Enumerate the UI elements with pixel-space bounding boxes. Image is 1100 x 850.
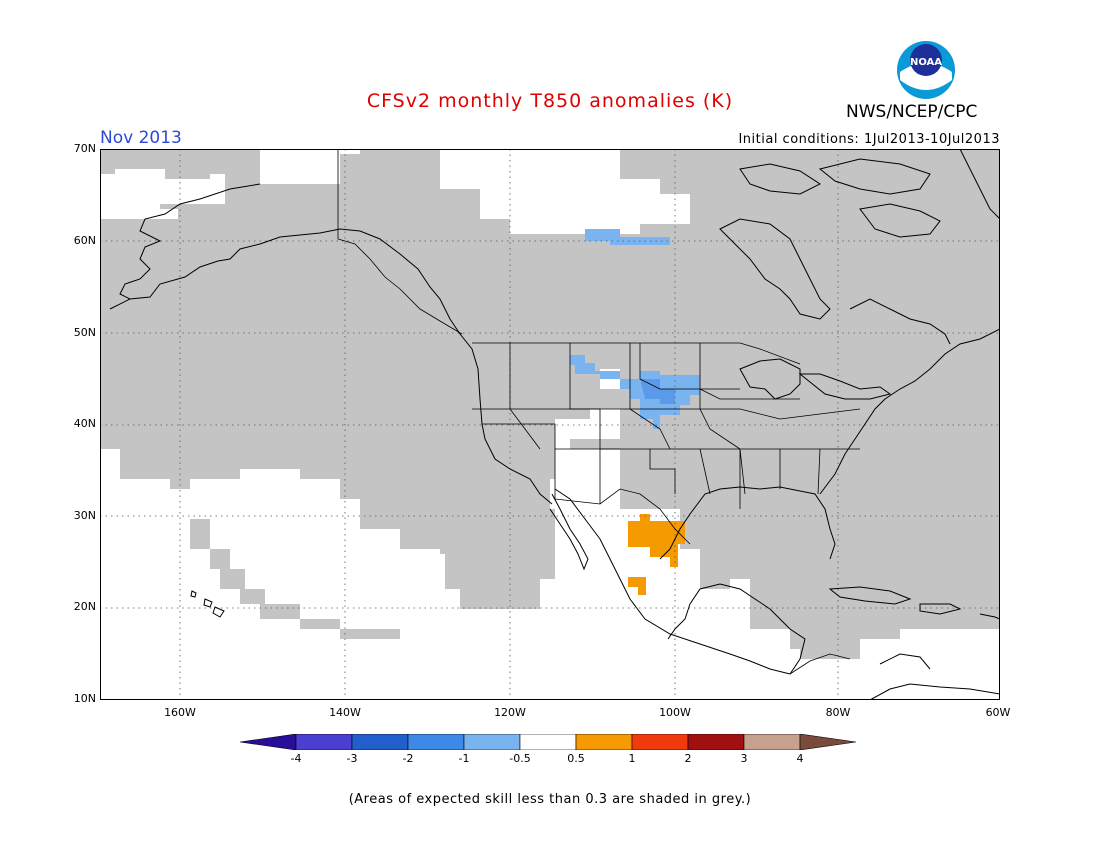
colorbar-tick-label: -4 [290, 752, 302, 765]
colorbar-arrow-low [240, 734, 297, 750]
chart-title: CFSv2 monthly T850 anomalies (K) [366, 90, 734, 112]
lat-label: 40N [73, 417, 96, 430]
political-borders [337, 149, 861, 675]
colorbar-segment [463, 734, 521, 750]
colorbar-tick-label: -1 [458, 752, 470, 765]
footnote: (Areas of expected skill less than 0.3 a… [348, 792, 752, 807]
colorbar-segment [743, 734, 801, 750]
lon-label: 160W [164, 706, 196, 719]
white-regions [100, 149, 1000, 700]
lat-label: 20N [73, 600, 96, 613]
noaa-logo-icon: NOAA [896, 40, 956, 100]
lat-label: 60N [73, 234, 96, 247]
forecast-month: Nov 2013 [100, 128, 182, 148]
lat-label: 30N [73, 509, 96, 522]
colorbar-segment [519, 734, 577, 750]
colorbar-arrow-high [799, 734, 857, 750]
colorbar-segment [295, 734, 353, 750]
colorbar-tick-label: -3 [346, 752, 358, 765]
lat-label: 50N [73, 326, 96, 339]
lat-label: 70N [73, 142, 96, 155]
colorbar-segment [687, 734, 745, 750]
noaa-logo-text: NOAA [910, 57, 942, 68]
colorbar-tick-label: -0.5 [509, 752, 531, 765]
agency-label: NWS/NCEP/CPC [846, 102, 978, 122]
colorbar-tick-label: -2 [402, 752, 414, 765]
colorbar-segment [407, 734, 465, 750]
colorbar-segment [575, 734, 633, 750]
lon-label: 80W [825, 706, 851, 719]
anomaly-map [100, 149, 1000, 700]
coastlines [109, 149, 1000, 700]
colorbar-tick-label: 2 [684, 752, 692, 765]
colorbar-tick-label: 0.5 [567, 752, 585, 765]
colorbar-segment [631, 734, 689, 750]
colorbar-tick-label: 3 [740, 752, 748, 765]
colorbar-tick-label: 1 [628, 752, 636, 765]
lon-label: 140W [329, 706, 361, 719]
colorbar-tick-label: 4 [796, 752, 804, 765]
lon-label: 120W [494, 706, 526, 719]
colorbar-segment [351, 734, 409, 750]
graticule [100, 149, 1000, 700]
colorbar [240, 734, 857, 750]
lon-label: 100W [659, 706, 691, 719]
warm-anomalies [628, 514, 685, 595]
lon-label: 60W [985, 706, 1011, 719]
initial-conditions: Initial conditions: 1Jul2013-10Jul2013 [738, 132, 1000, 147]
lat-label: 10N [73, 692, 96, 705]
